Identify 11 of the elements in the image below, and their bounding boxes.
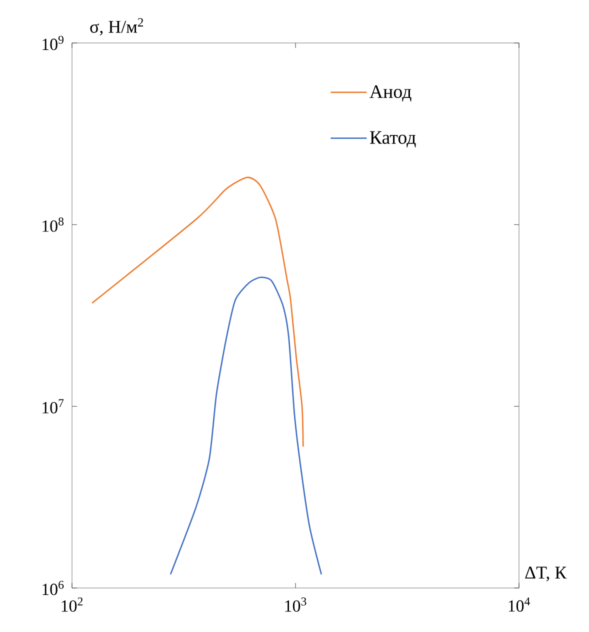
- y-tick-label: 10$^{8}$: [42, 217, 64, 232]
- x-tick-label: 10$^{2}$: [62, 597, 83, 612]
- legend-label: Анод: [370, 85, 412, 102]
- y-tick-label: 10$^{6}$: [42, 580, 64, 596]
- x-tick-label: 10$^{4}$: [508, 597, 530, 612]
- x-tick-label: 10$^{3}$: [285, 597, 306, 612]
- y-axis-title: σ, Н/м$^{2}$: [90, 18, 144, 36]
- y-tick-label: 10$^{9}$: [42, 36, 64, 50]
- legend-label: Катод: [370, 131, 416, 148]
- y-tick-label: 10$^{7}$: [42, 399, 64, 414]
- x-axis-title: ΔT, К: [525, 566, 567, 582]
